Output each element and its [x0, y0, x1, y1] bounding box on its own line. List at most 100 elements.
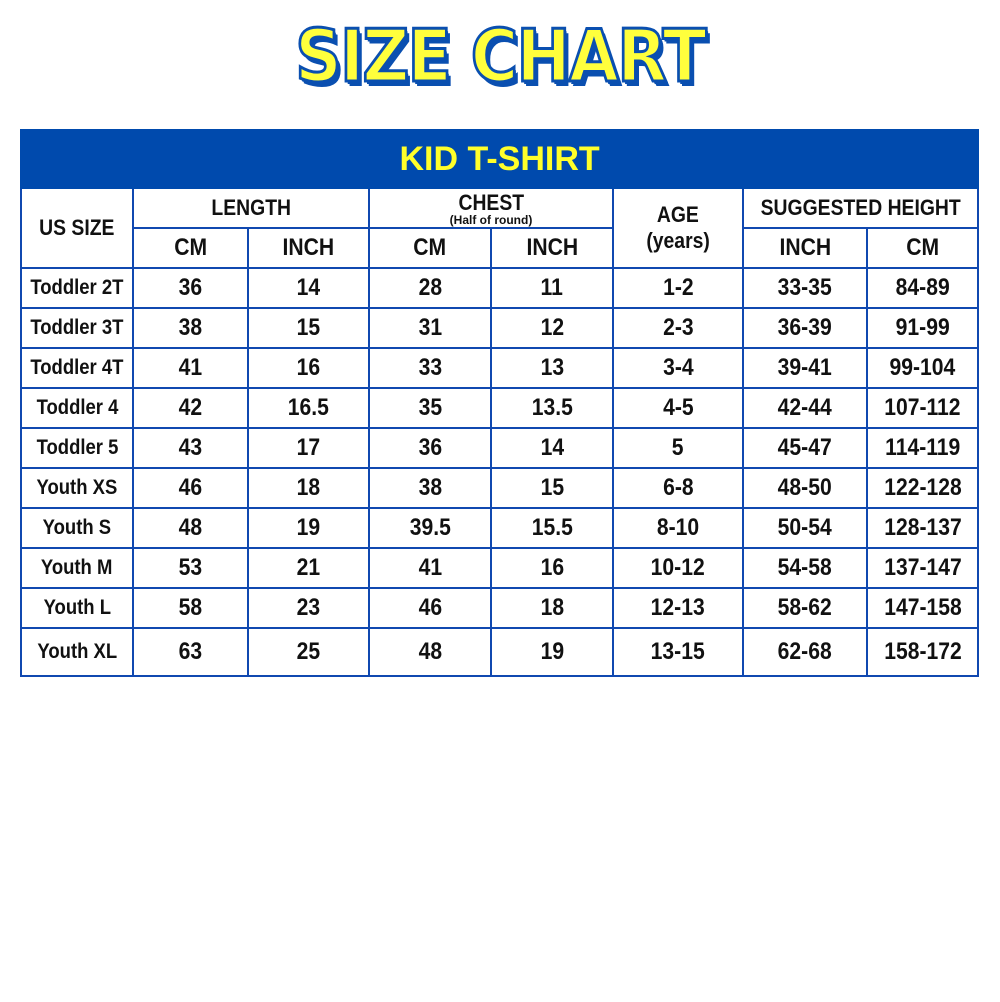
cell-age: 6-8 [612, 467, 744, 509]
cell-length-cm: 36 [132, 267, 249, 309]
header-height-cm: CM [865, 227, 980, 269]
cell-us-size: Toddler 4 [20, 387, 134, 429]
cell-length-inch: 17 [247, 427, 370, 469]
cell-height-inch: 33-35 [742, 267, 868, 309]
cell-height-inch: 48-50 [742, 467, 868, 509]
cell-length-cm: 58 [132, 587, 249, 629]
cell-length-cm: 41 [132, 347, 249, 389]
cell-height-inch: 62-68 [742, 627, 868, 677]
header-chest: CHEST (Half of round) [368, 187, 614, 229]
cell-length-cm: 42 [132, 387, 249, 429]
cell-chest-inch: 14 [490, 427, 614, 469]
cell-chest-inch: 18 [490, 587, 614, 629]
table-row: Youth XL 63 25 48 19 13-15 62-68 158-172 [20, 627, 980, 677]
cell-height-cm: 137-147 [865, 547, 980, 589]
table-row: Toddler 4T 41 16 33 13 3-4 39-41 99-104 [20, 347, 980, 389]
cell-chest-inch: 19 [490, 627, 614, 677]
cell-age: 5 [612, 427, 744, 469]
cell-length-inch: 25 [247, 627, 370, 677]
cell-chest-cm: 36 [368, 427, 492, 469]
table-row: Toddler 3T 38 15 31 12 2-3 36-39 91-99 [20, 307, 980, 349]
cell-length-cm: 46 [132, 467, 249, 509]
header-chest-cm: CM [368, 227, 492, 269]
cell-age: 3-4 [612, 347, 744, 389]
cell-chest-inch: 12 [490, 307, 614, 349]
cell-length-cm: 48 [132, 507, 249, 549]
cell-age: 8-10 [612, 507, 744, 549]
header-length-inch: INCH [247, 227, 370, 269]
header-chest-inch: INCH [490, 227, 614, 269]
cell-height-cm: 158-172 [865, 627, 980, 677]
cell-length-inch: 14 [247, 267, 370, 309]
cell-length-cm: 43 [132, 427, 249, 469]
cell-chest-inch: 13.5 [490, 387, 614, 429]
cell-height-cm: 107-112 [865, 387, 980, 429]
cell-height-inch: 42-44 [742, 387, 868, 429]
table-row: Toddler 2T 36 14 28 11 1-2 33-35 84-89 [20, 267, 980, 309]
cell-height-inch: 39-41 [742, 347, 868, 389]
cell-length-inch: 18 [247, 467, 370, 509]
cell-height-cm: 122-128 [865, 467, 980, 509]
cell-height-inch: 36-39 [742, 307, 868, 349]
table-row: Toddler 4 42 16.5 35 13.5 4-5 42-44 107-112 [20, 387, 980, 429]
cell-us-size: Toddler 3T [20, 307, 134, 349]
cell-us-size: Toddler 4T [20, 347, 134, 389]
cell-length-inch: 16 [247, 347, 370, 389]
cell-age: 13-15 [612, 627, 744, 677]
cell-height-inch: 45-47 [742, 427, 868, 469]
header-age: AGE (years) [612, 187, 744, 269]
cell-height-cm: 91-99 [865, 307, 980, 349]
cell-us-size: Youth L [20, 587, 134, 629]
size-table: KID T-SHIRT US SIZE LENGTH CHEST (Half of… [19, 129, 980, 677]
cell-chest-cm: 33 [368, 347, 492, 389]
cell-us-size: Toddler 5 [20, 427, 134, 469]
cell-chest-inch: 15.5 [490, 507, 614, 549]
cell-age: 1-2 [612, 267, 744, 309]
cell-chest-inch: 16 [490, 547, 614, 589]
cell-length-cm: 38 [132, 307, 249, 349]
cell-chest-cm: 39.5 [368, 507, 492, 549]
cell-chest-inch: 15 [490, 467, 614, 509]
cell-chest-cm: 28 [368, 267, 492, 309]
cell-us-size: Youth S [20, 507, 134, 549]
cell-age: 2-3 [612, 307, 744, 349]
header-suggested-height: SUGGESTED HEIGHT [741, 187, 980, 229]
table-row: Youth S 48 19 39.5 15.5 8-10 50-54 128-137 [20, 507, 980, 549]
cell-length-cm: 63 [132, 627, 249, 677]
cell-height-cm: 147-158 [865, 587, 980, 629]
cell-length-inch: 15 [247, 307, 370, 349]
cell-chest-cm: 48 [368, 627, 492, 677]
cell-height-cm: 99-104 [865, 347, 980, 389]
table-banner: KID T-SHIRT [19, 129, 980, 189]
chest-note: (Half of round) [449, 213, 533, 227]
cell-length-inch: 19 [247, 507, 370, 549]
cell-age: 4-5 [612, 387, 744, 429]
cell-height-inch: 50-54 [742, 507, 868, 549]
cell-us-size: Youth M [20, 547, 134, 589]
header-length: LENGTH [132, 187, 370, 229]
size-chart-title: SIZE CHART [294, 13, 708, 100]
table-row: Youth M 53 21 41 16 10-12 54-58 137-147 [20, 547, 980, 589]
cell-us-size: Youth XS [20, 467, 134, 509]
cell-height-cm: 84-89 [865, 267, 980, 309]
table-row: Youth XS 46 18 38 15 6-8 48-50 122-128 [20, 467, 980, 509]
cell-height-inch: 58-62 [742, 587, 868, 629]
cell-length-inch: 23 [247, 587, 370, 629]
header-length-cm: CM [132, 227, 249, 269]
table-row: Toddler 5 43 17 36 14 5 45-47 114-119 [20, 427, 980, 469]
cell-chest-cm: 38 [368, 467, 492, 509]
cell-height-cm: 114-119 [865, 427, 980, 469]
table-row: Youth L 58 23 46 18 12-13 58-62 147-158 [20, 587, 980, 629]
cell-length-inch: 21 [247, 547, 370, 589]
cell-height-cm: 128-137 [865, 507, 980, 549]
header-us-size: US SIZE [20, 187, 134, 269]
cell-age: 10-12 [612, 547, 744, 589]
cell-chest-inch: 13 [490, 347, 614, 389]
cell-chest-cm: 35 [368, 387, 492, 429]
cell-chest-cm: 46 [368, 587, 492, 629]
cell-height-inch: 54-58 [742, 547, 868, 589]
cell-length-cm: 53 [132, 547, 249, 589]
cell-us-size: Toddler 2T [20, 267, 134, 309]
cell-chest-cm: 41 [368, 547, 492, 589]
header-height-inch: INCH [742, 227, 868, 269]
